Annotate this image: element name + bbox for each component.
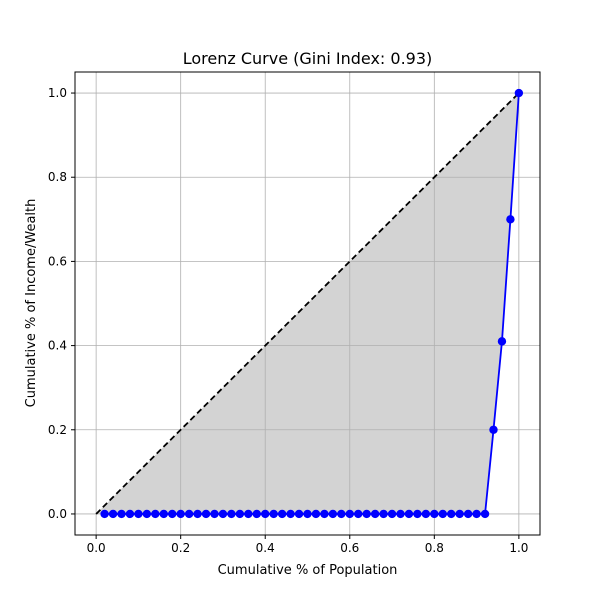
y-tick-label: 1.0 <box>48 86 67 100</box>
lorenz-curve-point <box>184 509 194 519</box>
lorenz-curve-point <box>261 509 270 519</box>
lorenz-curve-point <box>311 509 321 519</box>
lorenz-curve-point <box>362 509 371 519</box>
y-tick-label: 0.8 <box>48 170 67 184</box>
lorenz-curve-point <box>108 509 118 519</box>
lorenz-curve-point <box>269 509 278 519</box>
y-tick-label: 0.2 <box>48 423 67 437</box>
x-tick-label: 0.4 <box>256 541 275 555</box>
lorenz-curve-point <box>472 509 481 519</box>
lorenz-curve-point <box>277 509 287 519</box>
lorenz-curve-point <box>159 509 168 519</box>
lorenz-curve-point <box>227 509 236 519</box>
lorenz-curve-point <box>438 509 447 519</box>
x-tick-label: 1.0 <box>509 541 528 555</box>
lorenz-curve-point <box>176 509 185 519</box>
x-axis-label: Cumulative % of Population <box>218 563 398 578</box>
lorenz-curve-point <box>117 509 126 519</box>
lorenz-curve-point <box>252 509 261 519</box>
lorenz-curve-point <box>345 509 354 519</box>
lorenz-curve-point <box>387 509 397 519</box>
lorenz-curve-point <box>497 337 507 346</box>
lorenz-curve-point <box>379 509 388 519</box>
lorenz-curve-point <box>168 509 177 519</box>
equality-line <box>95 92 520 515</box>
x-tick-label: 0.8 <box>425 541 444 555</box>
lorenz-curve-point <box>404 509 414 519</box>
lorenz-curve-point <box>320 509 329 519</box>
lorenz-curve-point <box>210 509 219 519</box>
lorenz-curve-point <box>286 509 295 519</box>
lorenz-curve-point <box>447 509 456 519</box>
x-tick-label: 0.6 <box>340 541 359 555</box>
lorenz-curve-point <box>151 509 160 519</box>
lorenz-curve-point <box>506 215 515 224</box>
lorenz-curve-point <box>193 509 202 519</box>
y-axis-label: Cumulative % of Income/Wealth <box>24 199 39 408</box>
lorenz-curve-point <box>455 509 464 519</box>
lorenz-curve-point <box>413 509 422 519</box>
lorenz-curve-point <box>201 509 211 519</box>
axes-frame <box>74 71 541 536</box>
lorenz-curve-point <box>100 509 109 519</box>
lorenz-curve-point <box>421 509 431 519</box>
lorenz-curve-point <box>370 509 380 519</box>
lorenz-curve-point <box>303 509 312 519</box>
lorenz-curve-point <box>235 509 245 519</box>
x-tick-label: 0.0 <box>87 541 106 555</box>
lorenz-curve-point <box>489 425 498 434</box>
plot-area: 0.0 0.2 0.4 0.6 0.8 1.0 0.0 0.2 0.4 0.6 0.8 1.0 <box>48 71 541 555</box>
lorenz-curve-point <box>463 509 473 519</box>
lorenz-curve-point <box>337 509 346 519</box>
lorenz-curve-point <box>430 509 439 519</box>
lorenz-curve-point <box>244 509 253 519</box>
y-tick-label: 0.6 <box>48 254 67 268</box>
lorenz-curve-point <box>134 509 143 519</box>
lorenz-curve-point <box>480 509 490 519</box>
lorenz-curve-point <box>294 509 304 519</box>
y-tick-label: 0.4 <box>48 339 67 353</box>
lorenz-curve-point <box>142 509 152 519</box>
y-tick-label: 0.0 <box>48 507 67 521</box>
x-tick-label: 0.2 <box>171 541 190 555</box>
lorenz-curve-point <box>125 509 135 519</box>
lorenz-curve-point <box>328 509 338 519</box>
lorenz-curve-point <box>514 88 524 98</box>
chart-title: Lorenz Curve (Gini Index: 0.93) <box>183 49 433 68</box>
lorenz-curve-point <box>218 509 228 519</box>
lorenz-curve-point <box>354 509 363 519</box>
lorenz-curve-point <box>396 509 405 519</box>
